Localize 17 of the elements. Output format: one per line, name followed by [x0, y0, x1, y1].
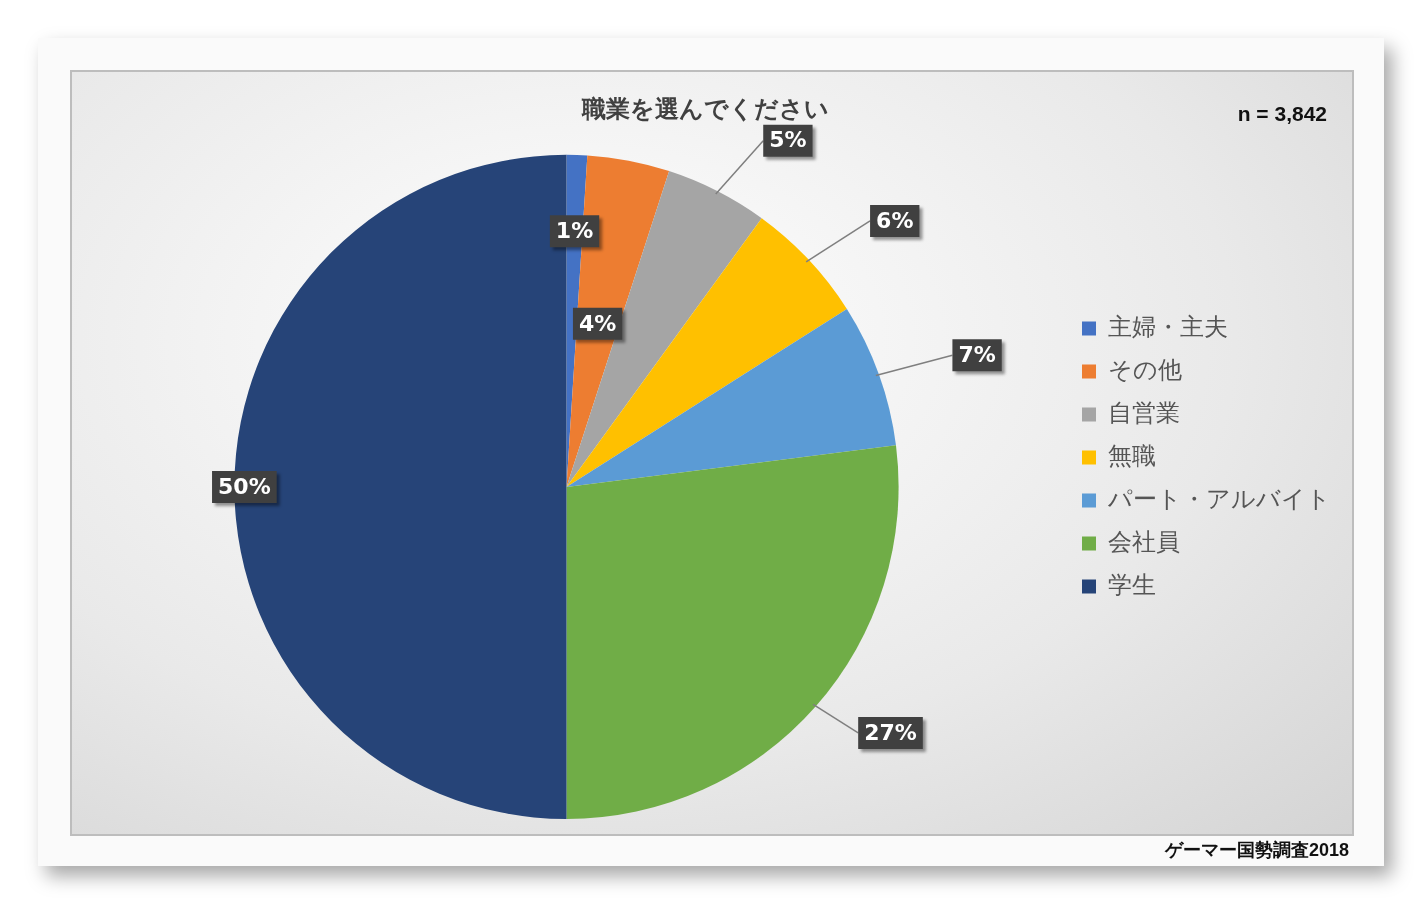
legend-label: 自営業: [1108, 398, 1180, 427]
data-label: 7%: [958, 342, 996, 367]
legend-label: 会社員: [1108, 527, 1180, 556]
data-label: 4%: [578, 310, 617, 336]
data-label: 6%: [876, 207, 914, 233]
text: ゲーマー国勢調査2018: [1164, 839, 1349, 862]
data-label: 5%: [769, 127, 807, 153]
legend-label: 主婦・主夫: [1108, 312, 1228, 341]
legend-label: 学生: [1108, 570, 1156, 599]
chart-title: 職業を選んでください: [581, 94, 829, 123]
legend-label: その他: [1108, 355, 1182, 384]
legend-label: 無職: [1108, 441, 1156, 470]
data-label: 1%: [555, 218, 594, 244]
legend-label: パート・アルバイト: [1107, 484, 1331, 513]
text: n = 3,842: [1237, 102, 1327, 126]
data-label: 50%: [218, 473, 271, 499]
data-label: 27%: [864, 719, 917, 745]
